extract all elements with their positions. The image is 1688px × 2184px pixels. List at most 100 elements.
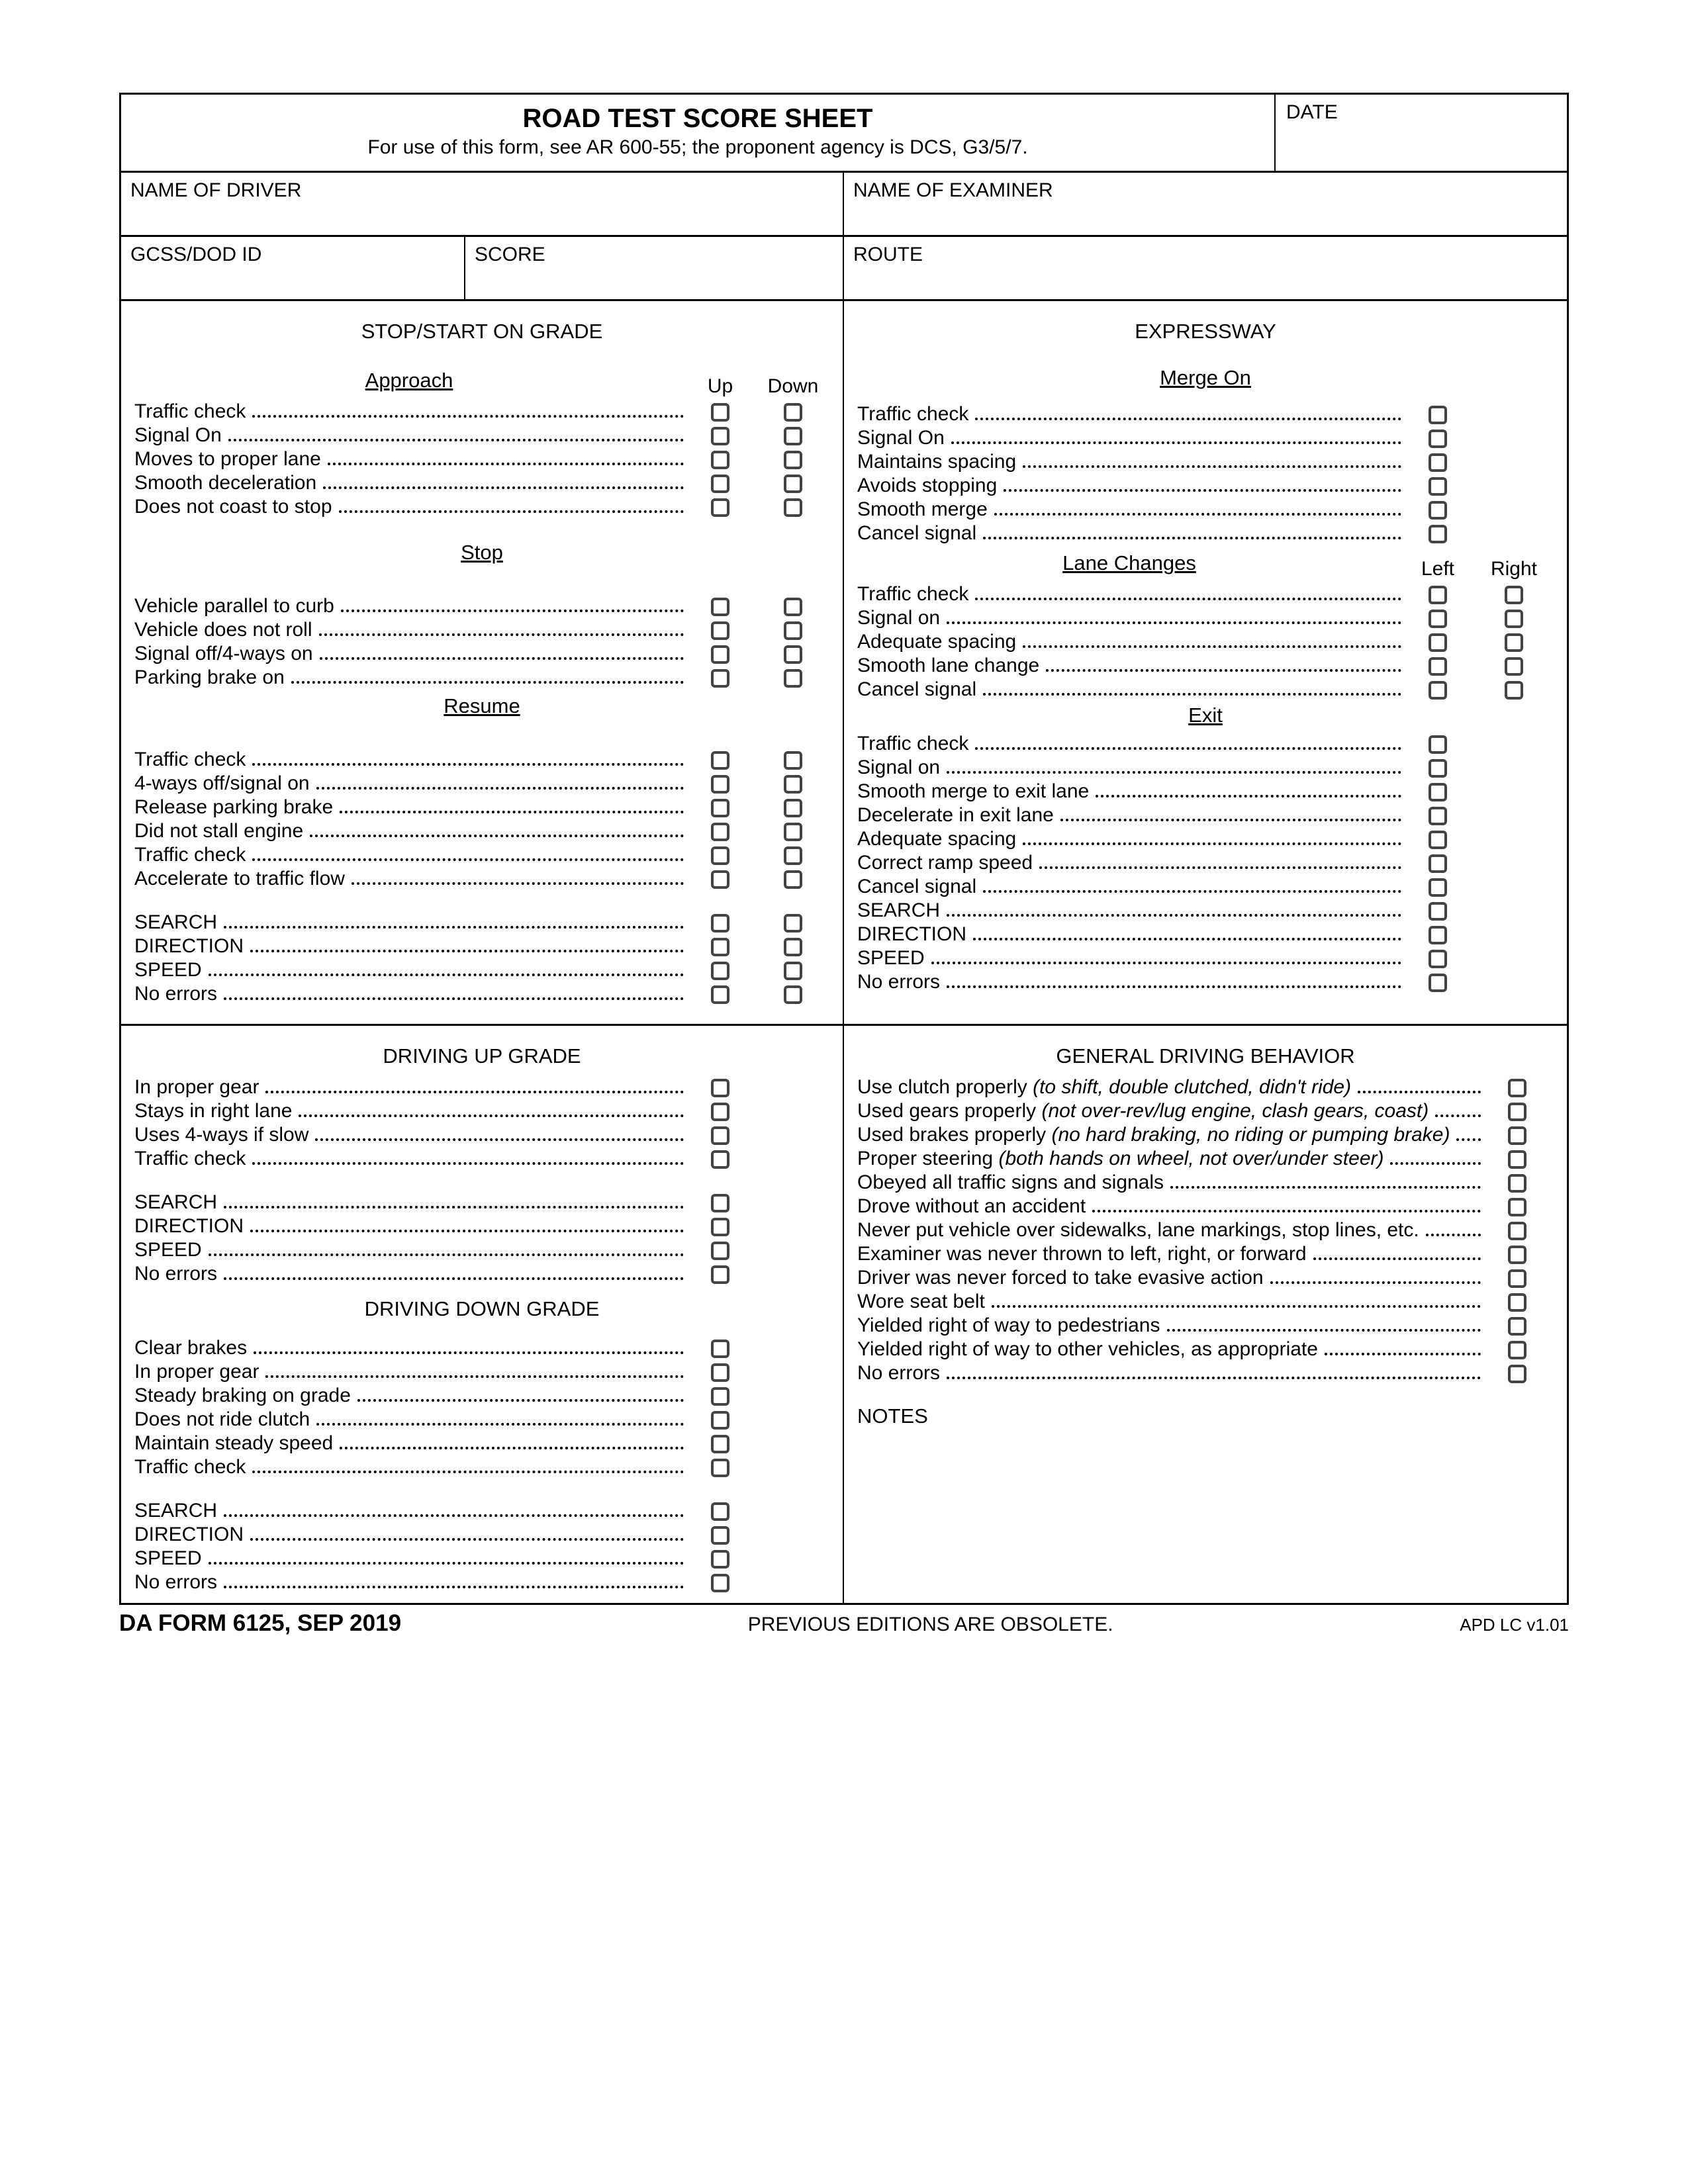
checkbox[interactable] [1508, 1317, 1526, 1336]
checkbox[interactable] [1429, 735, 1447, 754]
checkbox[interactable] [1429, 854, 1447, 873]
checkbox[interactable] [711, 1126, 729, 1145]
checkbox[interactable] [784, 498, 802, 517]
checkbox[interactable] [1505, 633, 1523, 652]
checkbox[interactable] [711, 1574, 729, 1592]
checkbox[interactable] [711, 823, 729, 841]
checkbox[interactable] [711, 846, 729, 865]
checkbox[interactable] [784, 475, 802, 493]
checkbox[interactable] [711, 498, 729, 517]
date-cell[interactable]: DATE [1276, 95, 1567, 171]
checkbox[interactable] [784, 870, 802, 889]
checkbox[interactable] [711, 427, 729, 445]
route-field[interactable]: ROUTE [844, 237, 1567, 299]
checkbox[interactable] [711, 1103, 729, 1121]
gcss-field[interactable]: GCSS/DOD ID [121, 237, 465, 299]
checkbox[interactable] [711, 1435, 729, 1453]
checkbox[interactable] [1429, 807, 1447, 825]
checkbox[interactable] [711, 1218, 729, 1236]
checkbox[interactable] [784, 621, 802, 640]
name-of-driver-field[interactable]: NAME OF DRIVER [121, 173, 844, 235]
checkbox[interactable] [1429, 831, 1447, 849]
checkbox[interactable] [711, 799, 729, 817]
checkbox[interactable] [711, 475, 729, 493]
checkbox[interactable] [711, 1550, 729, 1569]
checkbox[interactable] [784, 427, 802, 445]
checkbox[interactable] [784, 985, 802, 1004]
checkbox[interactable] [711, 914, 729, 933]
checkbox[interactable] [711, 403, 729, 422]
checkbox[interactable] [784, 962, 802, 980]
score-field[interactable]: SCORE [465, 237, 844, 299]
checkbox[interactable] [1429, 586, 1447, 604]
checkbox[interactable] [1429, 657, 1447, 676]
checkbox[interactable] [711, 870, 729, 889]
checkbox[interactable] [784, 403, 802, 422]
checkbox[interactable] [711, 621, 729, 640]
checkbox[interactable] [1508, 1079, 1526, 1097]
checkbox[interactable] [1508, 1365, 1526, 1383]
checkbox[interactable] [1429, 477, 1447, 496]
checkbox[interactable] [1508, 1174, 1526, 1193]
checkbox[interactable] [1429, 453, 1447, 472]
checkbox[interactable] [1429, 878, 1447, 897]
checkbox[interactable] [711, 1526, 729, 1545]
checkbox[interactable] [1429, 926, 1447, 944]
checkbox[interactable] [1429, 501, 1447, 520]
checkbox[interactable] [1508, 1246, 1526, 1264]
checkbox[interactable] [711, 1150, 729, 1169]
checkbox[interactable] [1508, 1126, 1526, 1145]
checkbox[interactable] [711, 938, 729, 956]
checkbox[interactable] [1429, 759, 1447, 778]
checkbox[interactable] [784, 799, 802, 817]
checkbox[interactable] [1429, 610, 1447, 628]
checkbox[interactable] [711, 645, 729, 664]
name-of-examiner-field[interactable]: NAME OF EXAMINER [844, 173, 1567, 235]
checkbox[interactable] [1429, 681, 1447, 700]
checkbox[interactable] [711, 1459, 729, 1477]
checkbox[interactable] [784, 645, 802, 664]
checkbox[interactable] [1508, 1150, 1526, 1169]
checkbox[interactable] [711, 451, 729, 469]
checkbox[interactable] [784, 451, 802, 469]
checkbox[interactable] [1505, 610, 1523, 628]
checkbox[interactable] [711, 751, 729, 770]
checkbox[interactable] [1508, 1198, 1526, 1216]
checkbox[interactable] [1429, 950, 1447, 968]
checkbox[interactable] [711, 1265, 729, 1284]
checkbox[interactable] [711, 1194, 729, 1212]
checkbox[interactable] [1429, 406, 1447, 424]
checkbox[interactable] [1508, 1103, 1526, 1121]
checkbox[interactable] [711, 775, 729, 794]
checkbox[interactable] [1429, 633, 1447, 652]
checkbox[interactable] [1505, 657, 1523, 676]
checkbox[interactable] [784, 914, 802, 933]
checkbox[interactable] [1429, 902, 1447, 921]
checkbox[interactable] [1429, 525, 1447, 543]
checkbox[interactable] [711, 1363, 729, 1382]
checkbox[interactable] [784, 938, 802, 956]
checkbox[interactable] [711, 1242, 729, 1260]
checkbox[interactable] [1429, 783, 1447, 801]
checkbox[interactable] [711, 1387, 729, 1406]
checkbox[interactable] [1508, 1293, 1526, 1312]
checkbox[interactable] [711, 598, 729, 616]
checkbox[interactable] [711, 1411, 729, 1430]
checkbox[interactable] [1505, 586, 1523, 604]
checkbox[interactable] [711, 962, 729, 980]
checkbox[interactable] [711, 669, 729, 688]
checkbox[interactable] [1508, 1341, 1526, 1359]
checkbox[interactable] [784, 598, 802, 616]
checkbox[interactable] [1429, 974, 1447, 992]
checkbox[interactable] [784, 823, 802, 841]
checkbox[interactable] [784, 751, 802, 770]
checkbox[interactable] [711, 1079, 729, 1097]
checkbox[interactable] [1429, 430, 1447, 448]
checkbox[interactable] [1508, 1222, 1526, 1240]
checkbox[interactable] [784, 669, 802, 688]
checkbox[interactable] [784, 775, 802, 794]
checkbox[interactable] [1508, 1269, 1526, 1288]
checkbox[interactable] [711, 985, 729, 1004]
checkbox[interactable] [711, 1502, 729, 1521]
checkbox[interactable] [784, 846, 802, 865]
